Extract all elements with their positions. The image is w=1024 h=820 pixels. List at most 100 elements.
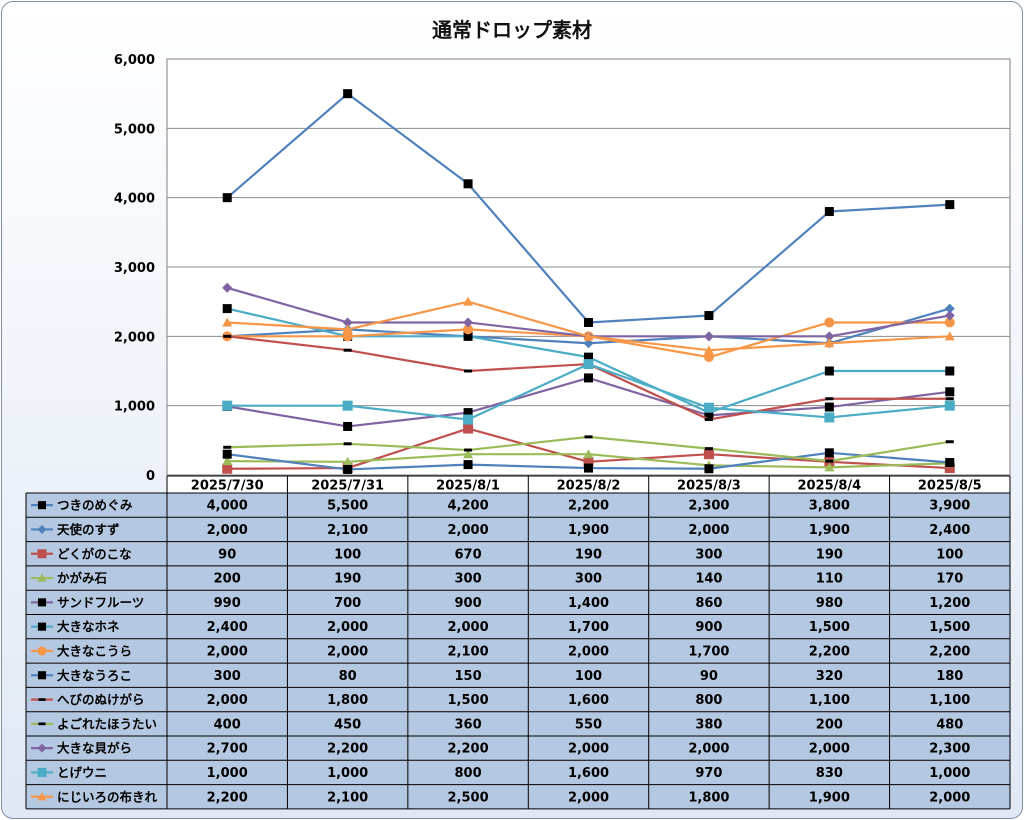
table-cell: 2,200 (327, 742, 368, 757)
series-marker (584, 463, 593, 473)
series-marker (583, 449, 594, 459)
series-name: どくがのこな (57, 546, 132, 561)
table-cell: 670 (455, 547, 482, 562)
series-marker (463, 423, 474, 434)
table-cell: 2,000 (929, 790, 970, 805)
series-marker (824, 207, 834, 217)
table-cell: 5,500 (327, 499, 368, 514)
table-cell: 360 (455, 717, 482, 732)
table-cell: 1,800 (327, 693, 368, 708)
table-cell: 2,400 (207, 620, 248, 635)
series-name: とげウニ (57, 765, 107, 780)
series-marker (703, 345, 714, 355)
table-cell: 800 (695, 693, 722, 708)
series-marker (583, 331, 594, 341)
series-marker (342, 400, 353, 411)
table-cell: 2,700 (207, 742, 248, 757)
x-category-label: 2025/8/3 (677, 479, 741, 494)
table-cell: 80 (339, 669, 357, 684)
table-cell: 320 (816, 669, 843, 684)
series-0 (222, 89, 955, 327)
table-cell: 140 (695, 572, 722, 587)
series-marker (223, 334, 232, 338)
series-marker (37, 598, 47, 607)
table-cell: 1,600 (568, 693, 609, 708)
series-marker (463, 317, 474, 328)
table-cell: 1,000 (207, 766, 248, 781)
table-cell: 1,900 (568, 523, 609, 538)
table-cell: 2,300 (688, 499, 729, 514)
table-cell: 90 (218, 547, 236, 562)
table-cell: 1,500 (809, 620, 850, 635)
y-tick-label: 5,000 (114, 122, 155, 137)
x-category-label: 2025/7/30 (191, 479, 264, 494)
table-cell: 700 (334, 596, 361, 611)
series-name: 大きなうろこ (57, 668, 132, 683)
table-row: かがみ石 200 190 300 300 140 110 170 (31, 571, 963, 587)
y-tick-label: 0 (146, 469, 155, 484)
table-row: 大きなホネ 2,400 2,000 2,000 1,700 900 1,500 1,500 (31, 619, 970, 635)
series-marker (342, 331, 353, 342)
table-row: 大きな貝がら 2,700 2,200 2,200 2,000 2,000 2,000 2,30… (31, 741, 970, 757)
table-cell: 190 (334, 572, 361, 587)
table-cell: 300 (214, 669, 241, 684)
series-marker (463, 296, 474, 306)
table-cell: 900 (695, 620, 722, 635)
series-marker (944, 317, 955, 328)
series-marker (37, 622, 47, 631)
table-row: 大きなこうら 2,000 2,000 2,100 2,000 1,700 2,200 2,20… (31, 643, 970, 659)
table-cell: 2,200 (809, 644, 850, 659)
series-marker (825, 397, 834, 401)
series-marker (222, 282, 233, 293)
series-marker (944, 331, 955, 341)
series-marker (38, 698, 46, 701)
table-cell: 150 (455, 669, 482, 684)
series-marker (37, 501, 47, 510)
series-marker (704, 418, 713, 422)
series-marker (824, 448, 834, 458)
table-header-bg (167, 476, 1010, 493)
x-category-label: 2025/8/5 (918, 479, 982, 494)
series-marker (463, 408, 473, 418)
table-cell: 2,000 (568, 742, 609, 757)
series-marker (944, 463, 955, 474)
series-marker (343, 348, 352, 352)
series-marker (222, 449, 232, 459)
table-cell: 1,900 (809, 523, 850, 538)
table-row: 天使のすず 2,000 2,100 2,000 1,900 2,000 1,900 2,400 (31, 522, 970, 538)
table-body-bg (26, 493, 1010, 809)
table-cell: 1,800 (688, 790, 729, 805)
series-marker (584, 317, 593, 327)
table-cell: 550 (575, 717, 602, 732)
table-cell: 300 (575, 572, 602, 587)
table-cell: 2,200 (207, 790, 248, 805)
table-cell: 2,500 (448, 790, 489, 805)
table-cell: 900 (455, 596, 482, 611)
table-cell: 2,100 (448, 644, 489, 659)
table-cell: 380 (695, 717, 722, 732)
table-cell: 1,000 (327, 766, 368, 781)
table-cell: 1,200 (929, 596, 970, 611)
series-marker (37, 792, 47, 801)
table-cell: 4,000 (207, 499, 248, 514)
series-name: 大きなこうら (57, 643, 132, 658)
series-marker (944, 310, 955, 321)
table-cell: 200 (816, 717, 843, 732)
table-cell: 300 (455, 572, 482, 587)
y-tick-label: 3,000 (114, 261, 155, 276)
table-cell: 3,800 (809, 499, 850, 514)
series-marker (584, 435, 593, 439)
table-cell: 1,100 (929, 693, 970, 708)
y-tick-label: 2,000 (114, 330, 155, 345)
series-marker (37, 743, 47, 753)
table-cell: 100 (575, 669, 602, 684)
series-marker (824, 462, 835, 472)
table-cell: 200 (214, 572, 241, 587)
table-cell: 450 (334, 717, 361, 732)
table-row: よごれたほうたい 400 450 360 550 380 200 480 (31, 716, 963, 732)
series-marker (38, 722, 46, 726)
series-marker (463, 179, 473, 189)
series-marker (342, 456, 353, 466)
table-cell: 1,600 (568, 766, 609, 781)
series-marker (342, 324, 353, 334)
